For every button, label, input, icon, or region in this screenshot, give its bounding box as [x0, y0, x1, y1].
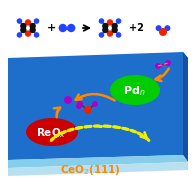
Circle shape: [102, 27, 109, 33]
Circle shape: [112, 23, 118, 29]
Circle shape: [99, 32, 104, 38]
Circle shape: [84, 106, 92, 114]
Circle shape: [29, 27, 36, 33]
Circle shape: [155, 63, 161, 69]
Circle shape: [102, 23, 109, 29]
Circle shape: [164, 25, 170, 31]
Polygon shape: [183, 52, 188, 162]
Circle shape: [29, 23, 36, 29]
Circle shape: [116, 18, 121, 24]
Circle shape: [34, 18, 39, 24]
Text: CeO$_2$(111): CeO$_2$(111): [60, 163, 120, 177]
Circle shape: [159, 28, 167, 36]
Circle shape: [77, 101, 83, 107]
Text: +: +: [47, 23, 57, 33]
Circle shape: [25, 30, 31, 37]
Circle shape: [99, 18, 104, 24]
Polygon shape: [8, 155, 188, 168]
Circle shape: [156, 25, 162, 31]
Circle shape: [20, 27, 27, 33]
Text: ReO$_x$: ReO$_x$: [36, 126, 66, 140]
Circle shape: [64, 96, 72, 104]
Circle shape: [17, 32, 22, 38]
Ellipse shape: [110, 75, 160, 105]
Ellipse shape: [26, 118, 78, 146]
Circle shape: [107, 30, 113, 37]
Circle shape: [76, 103, 82, 109]
Text: +2: +2: [129, 23, 144, 33]
Polygon shape: [8, 52, 188, 160]
Circle shape: [92, 101, 98, 107]
Circle shape: [20, 23, 27, 29]
Circle shape: [25, 19, 31, 26]
Circle shape: [34, 32, 39, 38]
Circle shape: [17, 18, 22, 24]
Circle shape: [67, 24, 75, 32]
Circle shape: [107, 19, 113, 26]
Polygon shape: [8, 162, 188, 176]
Circle shape: [59, 24, 67, 32]
Circle shape: [116, 32, 121, 38]
Circle shape: [112, 27, 118, 33]
Circle shape: [165, 60, 171, 66]
Text: Pd$_n$: Pd$_n$: [123, 84, 145, 98]
